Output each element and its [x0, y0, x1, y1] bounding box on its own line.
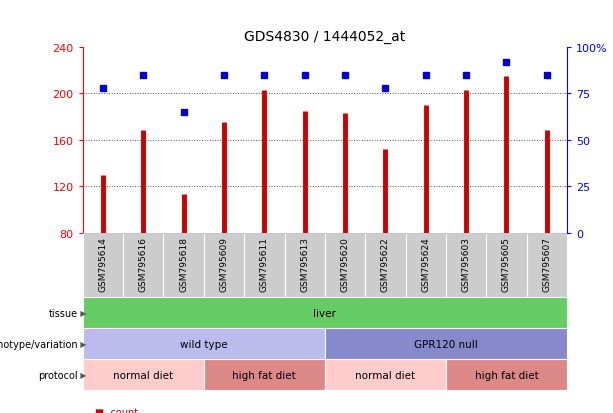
Bar: [123, 233, 164, 297]
Text: GSM795620: GSM795620: [341, 237, 349, 291]
Bar: [325, 328, 567, 359]
Bar: [406, 233, 446, 297]
Text: GSM795609: GSM795609: [219, 237, 229, 292]
Text: GSM795603: GSM795603: [462, 237, 471, 292]
Text: GSM795614: GSM795614: [99, 237, 107, 291]
Text: GSM795618: GSM795618: [179, 237, 188, 292]
Bar: [486, 233, 527, 297]
Bar: [365, 233, 406, 297]
Bar: [284, 233, 325, 297]
Text: GSM795624: GSM795624: [421, 237, 430, 291]
Bar: [204, 359, 325, 390]
Bar: [83, 233, 123, 297]
Text: ▶: ▶: [78, 370, 86, 379]
Bar: [527, 233, 567, 297]
Bar: [446, 233, 486, 297]
Text: ▶: ▶: [78, 309, 86, 317]
Bar: [83, 328, 325, 359]
Text: ■  count: ■ count: [95, 407, 138, 413]
Text: GSM795616: GSM795616: [139, 237, 148, 292]
Bar: [325, 359, 446, 390]
Text: GSM795607: GSM795607: [543, 237, 551, 292]
Text: GSM795622: GSM795622: [381, 237, 390, 291]
Text: GPR120 null: GPR120 null: [414, 339, 478, 349]
Text: high fat diet: high fat diet: [474, 370, 538, 380]
Text: wild type: wild type: [180, 339, 227, 349]
Text: high fat diet: high fat diet: [232, 370, 296, 380]
Text: liver: liver: [313, 308, 337, 318]
Text: genotype/variation: genotype/variation: [0, 339, 78, 349]
Bar: [83, 359, 204, 390]
Text: GSM795605: GSM795605: [502, 237, 511, 292]
Text: normal diet: normal diet: [113, 370, 173, 380]
Bar: [164, 233, 204, 297]
Bar: [244, 233, 284, 297]
Text: tissue: tissue: [48, 308, 78, 318]
Bar: [325, 233, 365, 297]
Text: protocol: protocol: [38, 370, 78, 380]
Bar: [446, 359, 567, 390]
Text: normal diet: normal diet: [356, 370, 416, 380]
Text: GSM795611: GSM795611: [260, 237, 269, 292]
Text: ▶: ▶: [78, 339, 86, 348]
Title: GDS4830 / 1444052_at: GDS4830 / 1444052_at: [244, 30, 406, 44]
Text: GSM795613: GSM795613: [300, 237, 309, 292]
Bar: [204, 233, 244, 297]
